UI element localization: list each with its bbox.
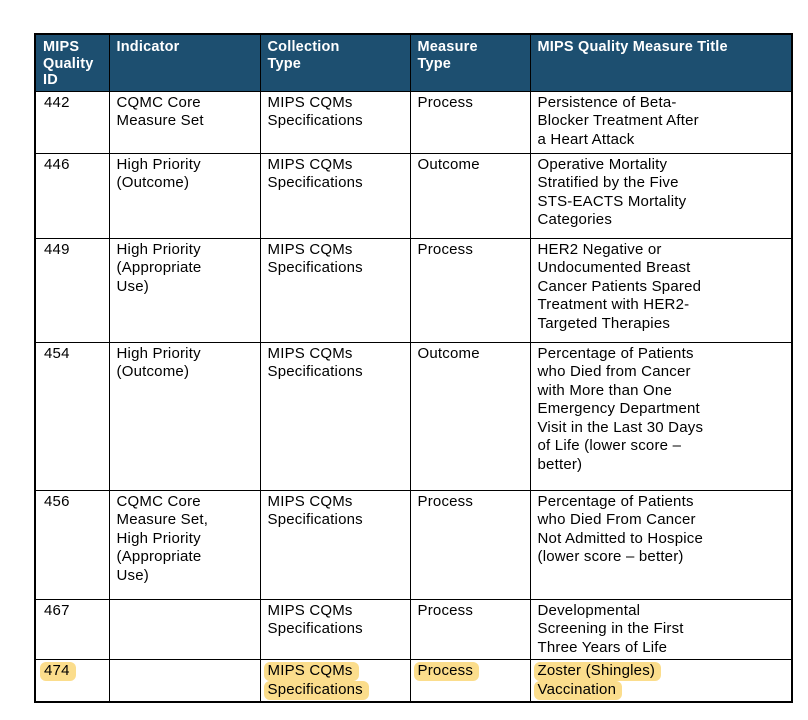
cell-measure-type: Outcome xyxy=(409,341,531,491)
table-row-highlighted: 474 MIPS CQMs Specifications Process Zos… xyxy=(34,659,793,703)
highlight-mark: 474 xyxy=(40,662,76,681)
col-header-measure-title: MIPS Quality Measure Title xyxy=(529,33,793,92)
cell-measure-type: Outcome xyxy=(409,152,531,239)
col-header-indicator: Indicator xyxy=(108,33,261,92)
cell-indicator xyxy=(108,598,261,660)
cell-mips-id: 442 xyxy=(34,90,110,154)
cell-measure-type: Process xyxy=(409,659,531,703)
cell-collection-type: MIPS CQMs Specifications xyxy=(259,659,411,703)
cell-measure-type: Process xyxy=(409,489,531,600)
cell-indicator: High Priority (Outcome) xyxy=(108,152,261,239)
cell-indicator: High Priority (Appropriate Use) xyxy=(108,237,261,343)
cell-measure-type: Process xyxy=(409,598,531,660)
cell-mips-id: 449 xyxy=(34,237,110,343)
table-row: 446 High Priority (Outcome) MIPS CQMs Sp… xyxy=(34,152,793,239)
col-header-measure-type: Measure Type xyxy=(409,33,531,92)
cell-measure-title: Persistence of Beta- Blocker Treatment A… xyxy=(529,90,793,154)
header-row: MIPS Quality ID Indicator Collection Typ… xyxy=(34,33,793,92)
table-row: 454 High Priority (Outcome) MIPS CQMs Sp… xyxy=(34,341,793,491)
highlight-mark: Zoster (Shingles) Vaccination xyxy=(533,662,662,700)
highlight-mark: Process xyxy=(413,662,480,681)
cell-collection-type: MIPS CQMs Specifications xyxy=(259,489,411,600)
cell-measure-title: Zoster (Shingles) Vaccination xyxy=(529,659,793,703)
cell-mips-id: 467 xyxy=(34,598,110,660)
cell-mips-id: 474 xyxy=(34,659,110,703)
cell-measure-type: Process xyxy=(409,237,531,343)
table-row: 449 High Priority (Appropriate Use) MIPS… xyxy=(34,237,793,343)
cell-mips-id: 456 xyxy=(34,489,110,600)
cell-collection-type: MIPS CQMs Specifications xyxy=(259,90,411,154)
cell-indicator xyxy=(108,659,261,703)
mips-quality-measures-table: MIPS Quality ID Indicator Collection Typ… xyxy=(34,33,793,703)
cell-collection-type: MIPS CQMs Specifications xyxy=(259,237,411,343)
cell-measure-title: HER2 Negative or Undocumented Breast Can… xyxy=(529,237,793,343)
table-row: 467 MIPS CQMs Specifications Process Dev… xyxy=(34,598,793,660)
cell-measure-title: Percentage of Patients who Died from Can… xyxy=(529,341,793,491)
cell-measure-type: Process xyxy=(409,90,531,154)
table-row: 442 CQMC Core Measure Set MIPS CQMs Spec… xyxy=(34,90,793,154)
cell-mips-id: 454 xyxy=(34,341,110,491)
cell-indicator: CQMC Core Measure Set, High Priority (Ap… xyxy=(108,489,261,600)
cell-measure-title: Percentage of Patients who Died From Can… xyxy=(529,489,793,600)
col-header-mips-quality-id: MIPS Quality ID xyxy=(34,33,110,92)
cell-indicator: CQMC Core Measure Set xyxy=(108,90,261,154)
highlight-mark: MIPS CQMs Specifications xyxy=(263,662,369,700)
cell-measure-title: Operative Mortality Stratified by the Fi… xyxy=(529,152,793,239)
cell-collection-type: MIPS CQMs Specifications xyxy=(259,598,411,660)
cell-mips-id: 446 xyxy=(34,152,110,239)
cell-collection-type: MIPS CQMs Specifications xyxy=(259,341,411,491)
table-row: 456 CQMC Core Measure Set, High Priority… xyxy=(34,489,793,600)
cell-collection-type: MIPS CQMs Specifications xyxy=(259,152,411,239)
cell-measure-title: Developmental Screening in the First Thr… xyxy=(529,598,793,660)
cell-indicator: High Priority (Outcome) xyxy=(108,341,261,491)
col-header-collection-type: Collection Type xyxy=(259,33,411,92)
